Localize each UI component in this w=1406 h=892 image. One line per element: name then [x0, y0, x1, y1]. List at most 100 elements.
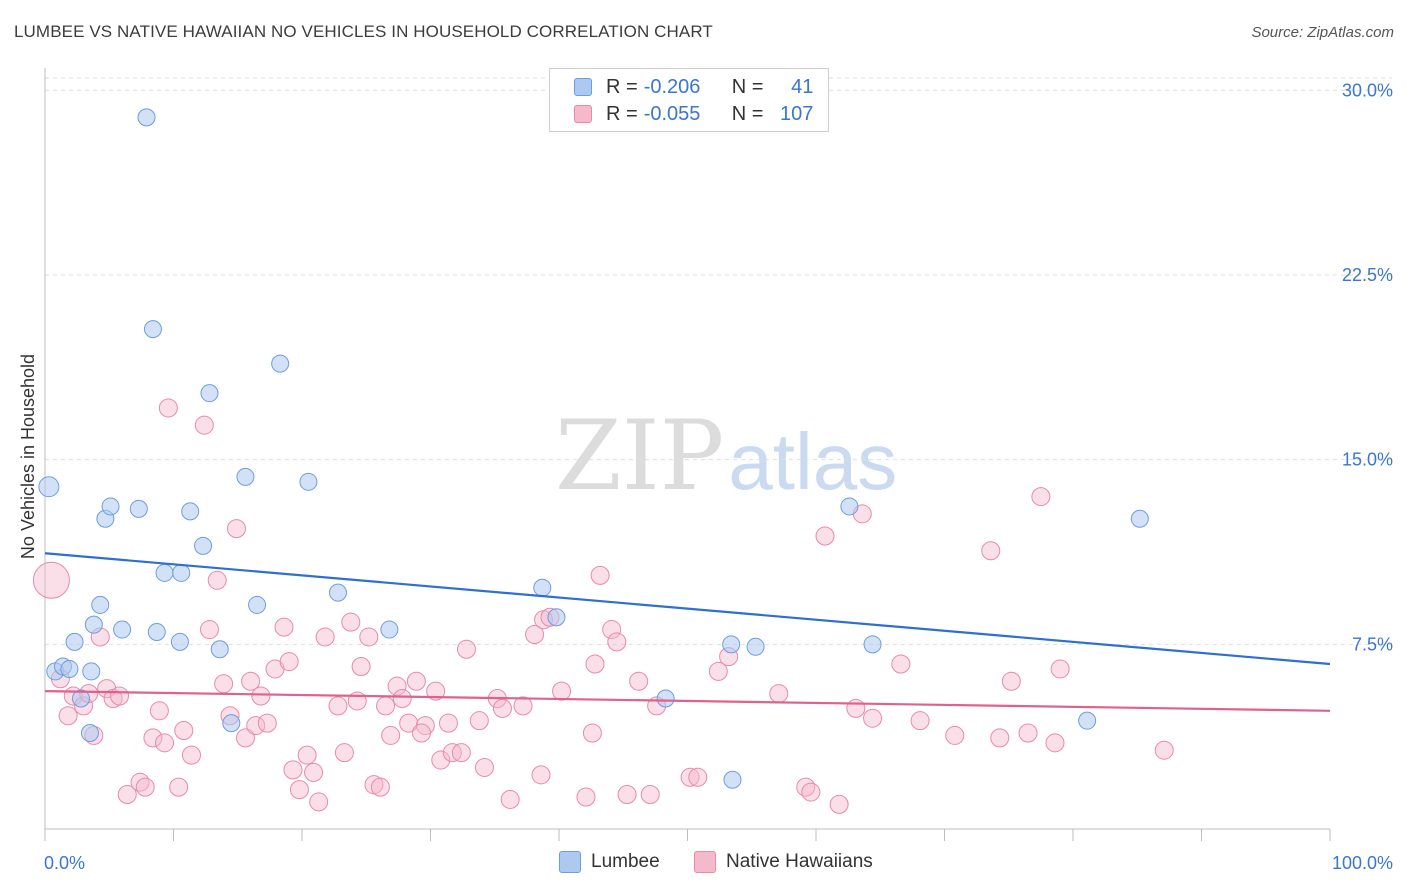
hawaiian-point — [274, 617, 294, 637]
hawaiian-point — [392, 688, 412, 708]
hawaiian-point — [431, 750, 451, 770]
lumbee-point — [38, 476, 60, 498]
hawaiian-point — [347, 691, 367, 711]
legend-r-value: -0.055 — [643, 102, 701, 125]
hawaiian-point — [492, 698, 512, 718]
hawaiian-point — [576, 787, 596, 807]
lumbee-point — [863, 635, 882, 654]
hawaiian-point — [304, 762, 324, 782]
hawaiian-point — [688, 767, 708, 787]
hawaiian-point — [309, 792, 329, 812]
lumbee-point — [113, 620, 132, 639]
hawaiian-point — [1154, 740, 1174, 760]
hawaiian-point — [334, 743, 354, 763]
hawaiian-point — [289, 780, 309, 800]
hawaiian-point — [328, 696, 348, 716]
y-axis-label: No Vehicles in Household — [18, 354, 38, 559]
hawaiian-point — [181, 745, 201, 765]
hawaiian-point — [863, 708, 883, 728]
lumbee-point — [155, 563, 174, 582]
lumbee-point — [1078, 711, 1097, 730]
y-tick-label: 22.5% — [1342, 265, 1393, 285]
hawaiian-point — [143, 728, 163, 748]
hawaiian-point — [945, 725, 965, 745]
lumbee-point — [143, 320, 162, 339]
legend-row-hawaiian: R = -0.055 N = 107 — [574, 102, 813, 126]
hawaiian-point — [590, 565, 610, 585]
hawaiian-point — [359, 627, 379, 647]
hawaiian-point — [207, 570, 227, 590]
hawaiian-point — [235, 728, 255, 748]
hawaiian-point — [399, 713, 419, 733]
hawaiian-point — [846, 698, 866, 718]
hawaiian-point — [257, 713, 277, 733]
lumbee-point — [722, 635, 741, 654]
lumbee-point — [200, 384, 219, 403]
legend-n-value: 41 — [791, 75, 814, 98]
legend-r-value: -0.206 — [643, 75, 701, 98]
hawaiian-legend-swatch — [694, 851, 716, 873]
hawaiian-point — [582, 723, 602, 743]
hawaiian-point — [279, 652, 299, 672]
lumbee-point — [840, 497, 859, 516]
hawaiian-point — [910, 711, 930, 731]
hawaiian-point — [513, 696, 533, 716]
legend-n-label: N = — [731, 75, 764, 98]
hawaiian-point — [629, 671, 649, 691]
legend-r-label: R = — [606, 75, 638, 98]
hawaiian-point — [815, 526, 835, 546]
lumbee-point — [380, 620, 399, 639]
hawaiian-point — [412, 723, 432, 743]
lumbee-point — [65, 632, 84, 651]
hawaiian-point — [500, 789, 520, 809]
legend-hawaiian-label: Native Hawaiians — [726, 851, 873, 872]
lumbee-point — [222, 714, 241, 733]
lumbee-legend-swatch — [559, 851, 581, 873]
native-hawaiians-points — [32, 398, 1174, 814]
hawaiian-point — [241, 671, 261, 691]
hawaiian-point — [214, 674, 234, 694]
hawaiian-point — [829, 794, 849, 814]
lumbee-point — [181, 502, 200, 521]
legend-lumbee-label: Lumbee — [591, 851, 660, 872]
legend-item-hawaiian: Native Hawaiians — [694, 851, 873, 873]
watermark-atlas: atlas — [728, 417, 898, 506]
lumbee-point — [723, 770, 742, 789]
lumbee-point — [137, 108, 156, 127]
hawaiian-point — [58, 706, 78, 726]
lumbee-point — [60, 659, 79, 678]
hawaiian-point — [1045, 733, 1065, 753]
hawaiian-point — [149, 701, 169, 721]
hawaiian-point — [199, 620, 219, 640]
lumbee-point — [84, 615, 103, 634]
hawaiian-point — [117, 785, 137, 805]
trend-lines — [44, 552, 1331, 712]
hawaiian-point — [617, 785, 637, 805]
lumbee-points — [38, 108, 1149, 789]
hawaiian-point — [708, 661, 728, 681]
tick-labels: 7.5% 15.0% 22.5% 30.0% 0.0% 100.0% No Vehicles… — [18, 80, 1393, 873]
hawaiian-point — [585, 654, 605, 674]
hawaiian-point — [341, 612, 361, 632]
hawaiian-point — [469, 711, 489, 731]
lumbee-point — [194, 536, 213, 555]
legend-item-lumbee: Lumbee — [559, 851, 660, 873]
legend-n-value: 107 — [780, 102, 814, 125]
hawaiian-point — [531, 765, 551, 785]
x-tick-label: 0.0% — [44, 853, 85, 873]
hawaiian-point — [525, 624, 545, 644]
lumbee-point — [170, 632, 189, 651]
hawaiian-point — [351, 656, 371, 676]
hawaiian-point — [474, 757, 494, 777]
hawaiian-point — [387, 676, 407, 696]
hawaiian-point — [1050, 659, 1070, 679]
hawaiian-swatch — [574, 105, 592, 123]
hawaiian-point — [32, 561, 70, 599]
hawaiian-point — [1031, 487, 1051, 507]
hawaiian-point — [370, 777, 390, 797]
lumbee-point — [1130, 509, 1149, 528]
x-tick-label: 100.0% — [1332, 853, 1393, 873]
hawaiian-point — [406, 671, 426, 691]
y-tick-label: 7.5% — [1352, 634, 1393, 654]
